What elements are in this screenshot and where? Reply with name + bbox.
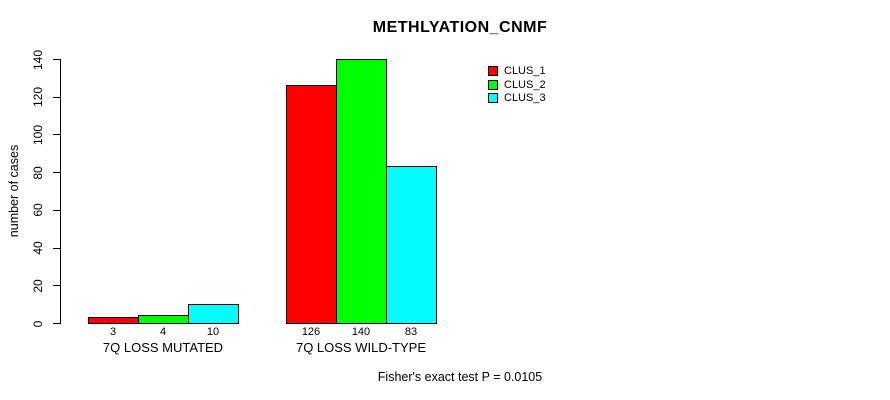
y-axis-tick: [53, 323, 60, 324]
y-axis-tick-label: 100: [31, 124, 45, 145]
legend-label: CLUS_3: [504, 92, 546, 104]
bar-clus_3: [386, 166, 437, 324]
legend-swatch-clus_1: [488, 66, 498, 76]
y-axis-tick: [53, 172, 60, 174]
y-axis-tick: [53, 134, 60, 136]
legend-swatch-clus_2: [488, 79, 498, 90]
y-axis-tick: [53, 247, 60, 249]
legend-swatch-clus_3: [488, 93, 498, 103]
legend-label: CLUS_1: [504, 65, 546, 77]
bar-clus_2: [336, 59, 387, 324]
y-axis-line: [60, 59, 61, 324]
y-axis-tick: [53, 96, 60, 98]
bar-value-label: 3: [109, 326, 117, 338]
bar-value-label: 126: [301, 326, 321, 338]
category-label: 7Q LOSS WILD-TYPE: [295, 340, 427, 355]
legend-item: CLUS_1: [488, 65, 546, 77]
legend-item: CLUS_2: [488, 78, 546, 91]
y-axis-tick-label: 80: [31, 165, 45, 180]
y-axis-tick-label: 0: [31, 320, 45, 327]
y-axis-label: number of cases: [7, 144, 21, 238]
bar-value-label: 10: [206, 326, 220, 338]
bar-clus_1: [88, 317, 139, 324]
bar-value-label: 83: [404, 326, 418, 338]
y-axis-tick: [53, 285, 60, 287]
bar-value-label: 140: [351, 326, 371, 338]
y-axis-tick-label: 40: [31, 241, 45, 255]
chart-title: METHLYATION_CNMF: [372, 19, 548, 36]
y-axis-tick: [53, 59, 60, 60]
y-axis-tick: [53, 209, 60, 211]
y-axis-tick-label: 140: [31, 49, 45, 70]
category-label: 7Q LOSS MUTATED: [102, 340, 224, 355]
legend-label: CLUS_2: [504, 78, 546, 91]
bar-clus_1: [286, 85, 337, 324]
bar-clus_2: [138, 315, 189, 324]
annotation-text: Fisher's exact test P = 0.0105: [377, 370, 543, 384]
legend-item: CLUS_3: [488, 92, 546, 104]
y-axis-tick-label: 20: [31, 279, 45, 293]
bar-value-label: 4: [159, 326, 167, 338]
bar-clus_3: [188, 304, 239, 324]
legend: CLUS_1 CLUS_2 CLUS_3: [488, 66, 546, 107]
y-axis-tick-label: 120: [31, 87, 45, 108]
y-axis-tick-label: 60: [31, 203, 45, 218]
